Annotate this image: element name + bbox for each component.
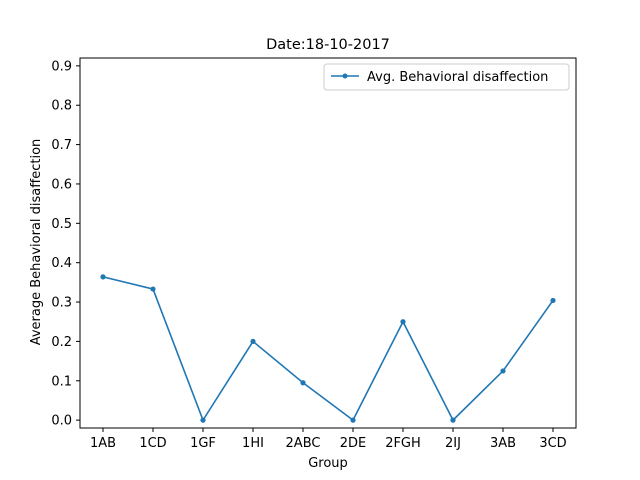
x-tick-label: 2FGH [385, 436, 421, 451]
y-tick-label: 0.4 [51, 256, 72, 271]
x-tick-label: 3AB [490, 436, 516, 451]
data-point [450, 417, 456, 423]
y-tick-label: 0.9 [51, 59, 72, 74]
x-tick-label: 2IJ [445, 436, 461, 451]
x-axis-label: Group [308, 456, 348, 471]
data-point [250, 338, 256, 345]
x-tick-label: 2ABC [286, 436, 321, 451]
data-point [550, 297, 556, 304]
y-tick-label: 0.7 [51, 138, 72, 153]
x-tick-label: 3CD [539, 436, 566, 451]
data-point [200, 417, 206, 423]
chart-title: Date:18-10-2017 [266, 37, 390, 53]
series-line [102, 276, 554, 421]
data-point [150, 286, 156, 292]
data-point [100, 274, 106, 280]
plot-frame [79, 57, 577, 429]
data-point [300, 380, 306, 386]
legend-marker [342, 73, 348, 79]
x-tick-label: 1AB [90, 436, 116, 451]
data-point [400, 319, 406, 325]
x-tick-label: 1HI [242, 436, 264, 451]
x-tick-label: 1GF [190, 436, 216, 451]
y-tick-label: 0.8 [51, 99, 72, 114]
y-tick-label: 0.1 [51, 374, 72, 389]
y-tick-label: 0.5 [51, 217, 72, 232]
x-tick-label: 1CD [139, 436, 166, 451]
legend-box [323, 63, 570, 91]
y-axis-label: Average Behavioral disaffection [29, 139, 44, 346]
y-tick-label: 0.2 [51, 335, 72, 350]
data-point [500, 368, 506, 374]
data-point [350, 417, 356, 423]
legend: Avg. Behavioral disaffection [323, 63, 570, 91]
y-tick-label: 0.6 [51, 177, 72, 192]
y-tick-label: 0.0 [51, 414, 72, 429]
legend-label: Avg. Behavioral disaffection [367, 70, 548, 85]
y-tick-label: 0.3 [51, 296, 72, 311]
x-tick-label: 2DE [340, 436, 367, 451]
